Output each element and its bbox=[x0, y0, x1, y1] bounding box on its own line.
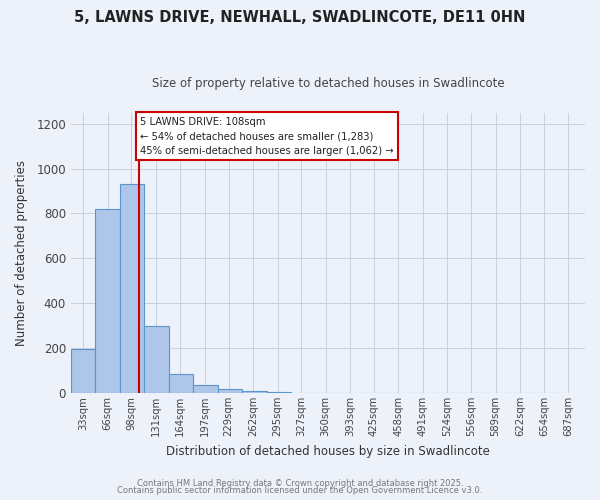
Bar bbox=[145, 326, 169, 393]
X-axis label: Distribution of detached houses by size in Swadlincote: Distribution of detached houses by size … bbox=[166, 444, 490, 458]
Bar bbox=[169, 374, 193, 393]
Text: Contains HM Land Registry data © Crown copyright and database right 2025.: Contains HM Land Registry data © Crown c… bbox=[137, 478, 463, 488]
Text: Contains public sector information licensed under the Open Government Licence v3: Contains public sector information licen… bbox=[118, 486, 482, 495]
Bar bbox=[267, 392, 291, 393]
Text: 5 LAWNS DRIVE: 108sqm
← 54% of detached houses are smaller (1,283)
45% of semi-d: 5 LAWNS DRIVE: 108sqm ← 54% of detached … bbox=[140, 116, 394, 156]
Y-axis label: Number of detached properties: Number of detached properties bbox=[15, 160, 28, 346]
Bar bbox=[71, 349, 95, 393]
Bar bbox=[218, 389, 242, 393]
Bar bbox=[242, 391, 267, 393]
Title: Size of property relative to detached houses in Swadlincote: Size of property relative to detached ho… bbox=[152, 78, 504, 90]
Text: 5, LAWNS DRIVE, NEWHALL, SWADLINCOTE, DE11 0HN: 5, LAWNS DRIVE, NEWHALL, SWADLINCOTE, DE… bbox=[74, 10, 526, 25]
Bar bbox=[95, 209, 120, 393]
Bar bbox=[120, 184, 145, 393]
Bar bbox=[193, 385, 218, 393]
